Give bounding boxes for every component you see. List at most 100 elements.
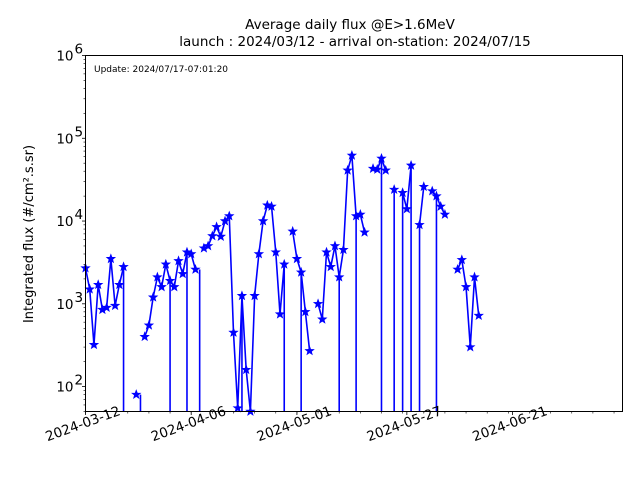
update-annotation: Update: 2024/07/17-07:01:20 [94,65,228,75]
flux-point-star [240,364,252,375]
markers-layer [80,149,484,416]
plot-frame [85,55,623,412]
flux-point-star [147,291,159,302]
flux-point-star [317,313,328,324]
flux-point-star [207,230,218,241]
y-tick-base: 10 [56,380,73,396]
y-tick-exponent: 6 [75,42,84,58]
flux-point-star [418,181,429,192]
flux-point-star [388,184,400,194]
flux-point-star [439,209,451,219]
flux-point-star [232,402,243,413]
flux-point-star [359,226,370,237]
drops-layer [122,158,438,412]
flux-point-star [219,215,231,226]
flux-point-star [92,279,104,290]
flux-point-star [114,279,125,290]
flux-point-star [181,246,193,257]
flux-series-line [418,186,425,225]
plot-area [80,149,484,416]
flux-point-star [431,190,442,201]
flux-point-star [236,290,248,301]
flux-point-star [300,306,311,317]
flux-point-star [257,215,269,226]
y-tick-label: 10 [56,297,73,313]
flux-point-star [164,275,176,286]
flux-point-star [414,219,425,230]
flux-point-star [105,253,117,264]
flux-point-star [291,253,303,264]
flux-point-star [160,258,172,269]
flux-point-star [355,209,366,219]
flux-point-star [274,308,286,319]
flux-point-star [372,163,383,174]
flux-point-star [228,327,239,337]
flux-point-star [143,319,155,330]
chart-subtitle: launch : 2024/03/12 - arrival on-station… [179,34,531,50]
flux-point-star [460,281,472,292]
flux-point-star [211,221,222,232]
flux-point-star [279,258,290,269]
y-axis-label: Integrated flux (#/cm².s.sr) [22,145,37,323]
flux-point-star [456,254,468,265]
flux-point-star [253,248,265,259]
flux-point-star [342,164,353,175]
flux-point-star [346,149,358,160]
flux-point-star [249,290,260,301]
flux-point-star [186,248,197,259]
chart-title: Average daily flux @E>1.6MeV [245,17,455,33]
flux-point-star [152,271,163,282]
flux-point-star [224,210,235,221]
y-tick-label: 10 [56,214,73,230]
y-tick-exponent: 3 [75,290,84,306]
y-tick-base: 10 [56,131,73,147]
flux-point-star [427,185,438,196]
flux-point-star [101,302,112,313]
flux-point-star [270,246,281,257]
flux-point-star [177,268,188,279]
y-tick-base: 10 [56,214,73,230]
flux-point-star [118,261,129,272]
flux-point-star [435,201,446,211]
y-tick-base: 10 [56,297,73,313]
flux-point-star [469,271,480,282]
y-tick-label: 10 [56,131,73,147]
y-tick-exponent: 2 [75,373,84,389]
flux-point-star [380,164,391,175]
flux-point-star [131,389,142,400]
y-tick-label: 10 [56,380,73,396]
flux-point-star [266,201,277,211]
flux-point-star [173,255,184,266]
flux-point-star [465,341,476,352]
flux-point-star [109,300,121,311]
flux-point-star [88,339,100,350]
flux-point-star [338,244,349,255]
y-tick-label: 10 [56,49,73,65]
flux-point-star [304,345,315,356]
flux-point-star [287,225,298,236]
flux-point-star [156,281,167,292]
flux-point-star [84,283,95,294]
flux-point-star [202,240,214,251]
y-tick-exponent: 4 [75,207,84,223]
flux-point-star [473,310,484,321]
flux-point-star [321,246,332,257]
y-tick-exponent: 5 [75,124,84,140]
flux-point-star [215,231,226,241]
flux-point-star [397,187,408,198]
flux-point-star [405,159,417,170]
flux-point-star [329,240,341,251]
flux-point-star [334,271,345,282]
flux-point-star [190,264,201,274]
flux-point-star [401,203,413,214]
flux-point-star [452,264,463,274]
flux-point-star [139,331,150,342]
flux-point-star [295,266,307,277]
flux-point-star [169,281,180,292]
y-tick-base: 10 [56,49,73,65]
flux-point-star [312,298,324,309]
flux-point-star [325,261,336,272]
flux-point-star [376,153,387,163]
